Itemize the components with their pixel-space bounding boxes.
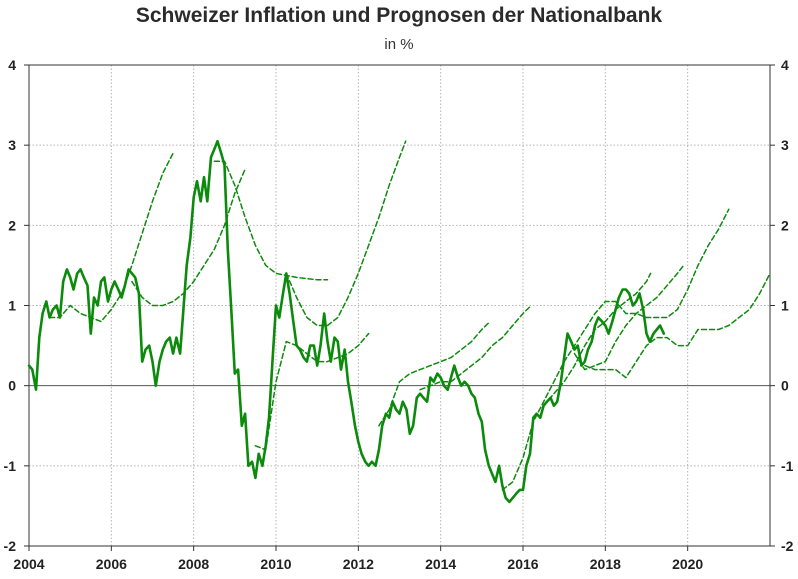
y-tick-label-right: 3 (781, 137, 789, 153)
series-line-forecast (378, 320, 491, 427)
y-tick-label-right: -1 (781, 458, 794, 474)
chart-subtitle: in % (384, 36, 414, 53)
series-line-forecast (419, 304, 532, 391)
y-tick-label-left: -1 (4, 458, 17, 474)
series-line-forecast (542, 272, 652, 407)
axis-ticks: -2 -2 -1 -1 0 0 1 1 2 2 3 3 4 4 2004 2006 2008 2010 2012 20… (4, 57, 794, 572)
x-tick-label: 2016 (507, 556, 538, 572)
y-tick-label-left: 2 (8, 217, 16, 233)
series-line-inflation (27, 139, 666, 504)
x-tick-label: 2018 (590, 556, 621, 572)
series-line-forecast (254, 332, 370, 451)
x-tick-label: 2020 (672, 556, 703, 572)
y-tick-label-right: 0 (781, 378, 789, 394)
series-line-forecast (213, 160, 329, 281)
series-line-forecast (584, 272, 771, 379)
x-tick-label: 2004 (13, 556, 44, 572)
x-tick-label: 2008 (178, 556, 209, 572)
chart-title: Schweizer Inflation und Prognosen der Na… (135, 4, 663, 27)
x-tick-label: 2006 (96, 556, 127, 572)
series-line-forecast (285, 140, 407, 327)
series-line-forecast (131, 168, 246, 307)
y-tick-label-left: 1 (8, 298, 16, 314)
y-tick-label-right: 1 (781, 298, 789, 314)
y-tick-label-right: 4 (781, 57, 789, 73)
series-line-forecast (573, 264, 685, 371)
series-line-forecast (48, 152, 174, 323)
y-tick-label-right: -2 (781, 538, 794, 554)
y-tick-label-left: 3 (8, 137, 16, 153)
series-line-forecast (501, 208, 730, 491)
y-tick-label-left: -2 (4, 538, 17, 554)
y-tick-label-left: 4 (8, 57, 16, 73)
x-tick-label: 2010 (260, 556, 291, 572)
x-tick-label: 2014 (425, 556, 456, 572)
series-lines (27, 139, 771, 504)
y-tick-label-right: 2 (781, 217, 789, 233)
y-tick-label-left: 0 (8, 378, 16, 394)
x-tick-label: 2012 (343, 556, 374, 572)
